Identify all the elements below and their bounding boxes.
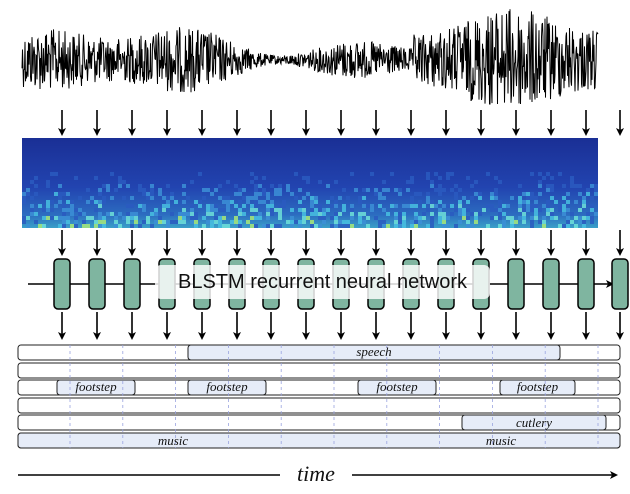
event-label-music: music: [485, 433, 517, 448]
lstm-cell: [577, 258, 595, 310]
network-to-output-arrows: [58, 312, 624, 340]
waveform-to-spectrogram-arrows: [58, 110, 624, 136]
audio-waveform: [21, 9, 599, 105]
event-active-region: [187, 379, 267, 396]
event-active-region: [461, 414, 607, 431]
lstm-cell: [542, 258, 560, 310]
event-label-footstep: footstep: [376, 379, 418, 394]
lstm-cell: [611, 258, 629, 310]
event-label-cutlery: cutlery: [515, 415, 553, 430]
event-label-footstep: footstep: [75, 379, 117, 394]
event-active-region: [357, 379, 437, 396]
event-track: [17, 379, 621, 396]
event-track: [17, 362, 621, 379]
event-label-footstep: footstep: [516, 379, 559, 394]
event-active-region: [187, 344, 561, 361]
time-axis-label: time: [280, 459, 352, 489]
lstm-cell: [123, 258, 141, 310]
event-active-region: [499, 379, 576, 396]
event-label-music: music: [157, 433, 189, 448]
spectrogram: [22, 138, 598, 228]
event-tracks: [17, 344, 621, 449]
lstm-cell: [507, 258, 525, 310]
network-label: BLSTM recurrent neural network: [155, 265, 490, 299]
lstm-cell: [53, 258, 71, 310]
event-active-region: [17, 432, 621, 449]
spectrogram-to-network-arrows: [58, 230, 624, 256]
event-track: [17, 397, 621, 414]
lstm-cell: [88, 258, 106, 310]
event-label-footstep: footstep: [206, 379, 248, 394]
event-label-speech: speech: [356, 344, 392, 359]
event-active-region: [56, 379, 136, 396]
frame-grid-lines: [69, 345, 599, 448]
